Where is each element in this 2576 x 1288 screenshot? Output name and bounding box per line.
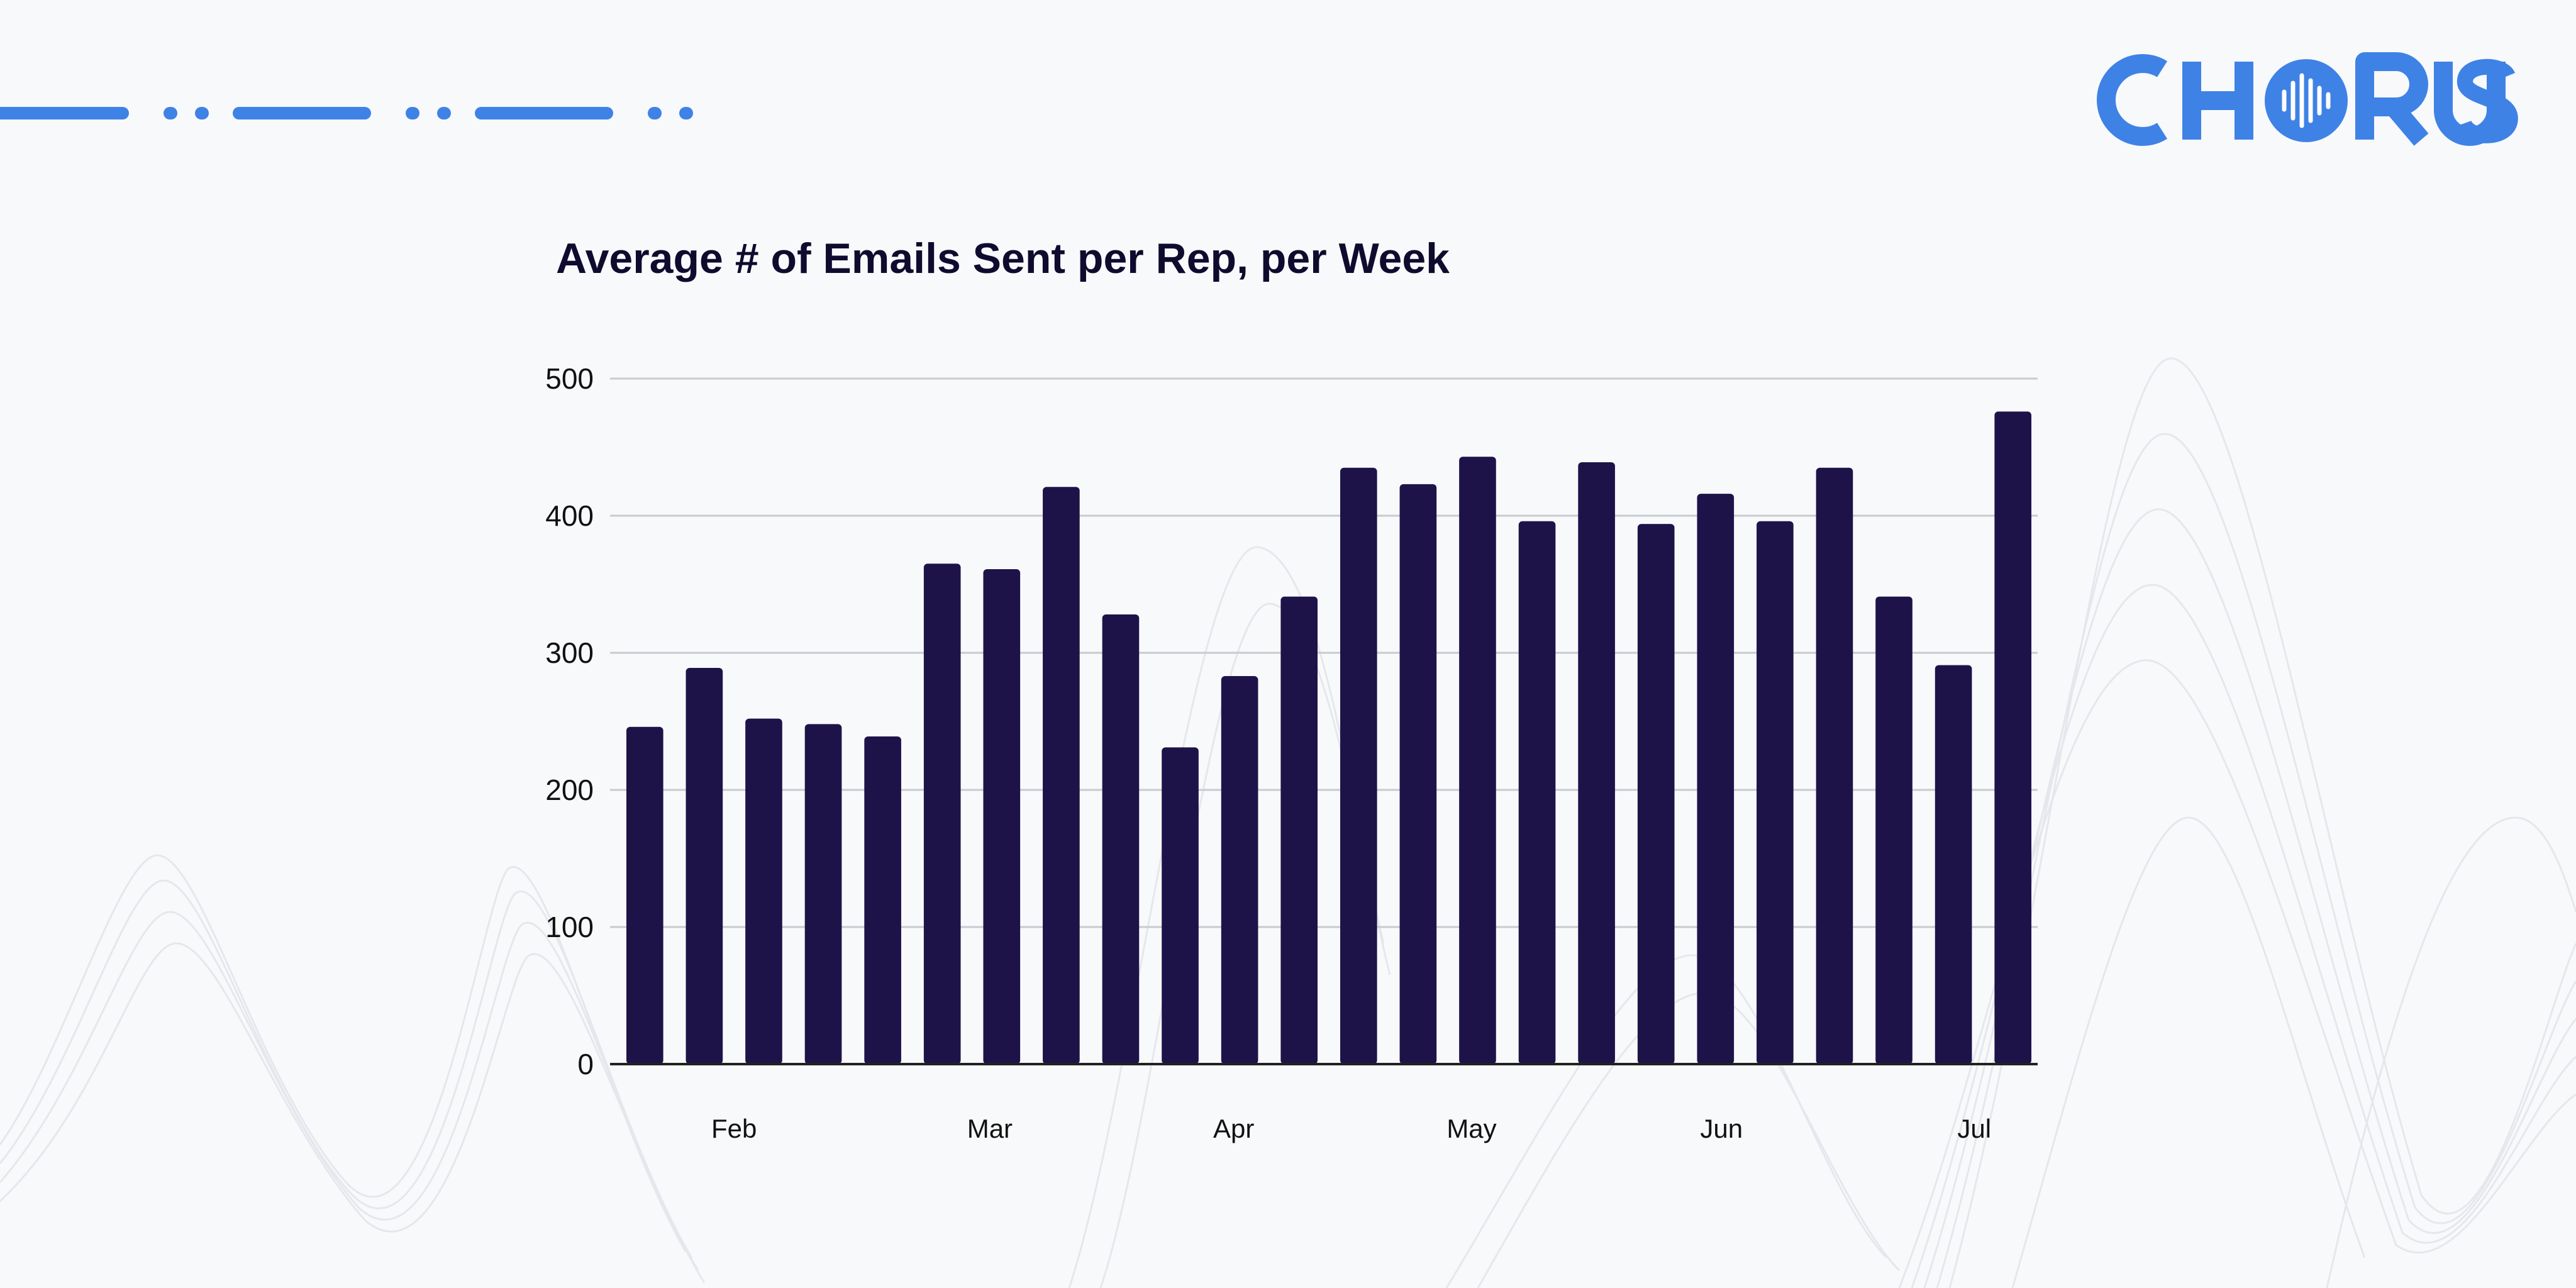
bar [1221, 676, 1258, 1064]
bar [1757, 521, 1794, 1064]
y-tick-label: 300 [545, 636, 594, 669]
x-tick-label: May [1446, 1114, 1496, 1143]
y-tick-label: 100 [545, 911, 594, 943]
bar [686, 667, 723, 1064]
bar [1102, 614, 1140, 1064]
bar [983, 569, 1021, 1064]
chorus-logo [2096, 52, 2518, 146]
bar [1875, 596, 1913, 1064]
x-tick-label: Jul [1957, 1114, 1991, 1143]
bar [923, 564, 961, 1064]
bar [1518, 521, 1556, 1064]
bar [1399, 484, 1437, 1064]
decorative-dash-line [0, 107, 693, 119]
x-tick-label: Feb [711, 1114, 757, 1143]
bar [745, 718, 782, 1064]
y-tick-label: 400 [545, 499, 594, 532]
bar [1816, 467, 1853, 1064]
x-tick-label: Apr [1213, 1114, 1254, 1143]
bars [626, 411, 2032, 1064]
y-tick-label: 0 [577, 1048, 594, 1080]
y-tick-label: 500 [545, 362, 594, 395]
bar [804, 724, 842, 1064]
bar [1162, 747, 1199, 1064]
bar [864, 736, 901, 1064]
bar [1280, 596, 1318, 1064]
bar [1340, 467, 1377, 1064]
bar [1697, 494, 1735, 1064]
x-tick-label: Jun [1700, 1114, 1743, 1143]
logo-letter-s [2456, 58, 2518, 143]
chorus-logo-soundwave-icon [2265, 59, 2348, 142]
chart-title: Average # of Emails Sent per Rep, per We… [556, 235, 1450, 282]
x-tick-label: Mar [967, 1114, 1013, 1143]
bar [1459, 457, 1496, 1064]
bar [1043, 487, 1080, 1064]
bar [1994, 411, 2032, 1064]
bar [626, 726, 663, 1064]
axes: 0 100 200 300 400 500 Feb Mar Apr May Jun Jul [545, 362, 2038, 1143]
bar [1637, 524, 1675, 1064]
bar [1935, 665, 1972, 1064]
y-tick-label: 200 [545, 774, 594, 806]
bar [1578, 462, 1615, 1064]
gridlines [610, 377, 2038, 928]
